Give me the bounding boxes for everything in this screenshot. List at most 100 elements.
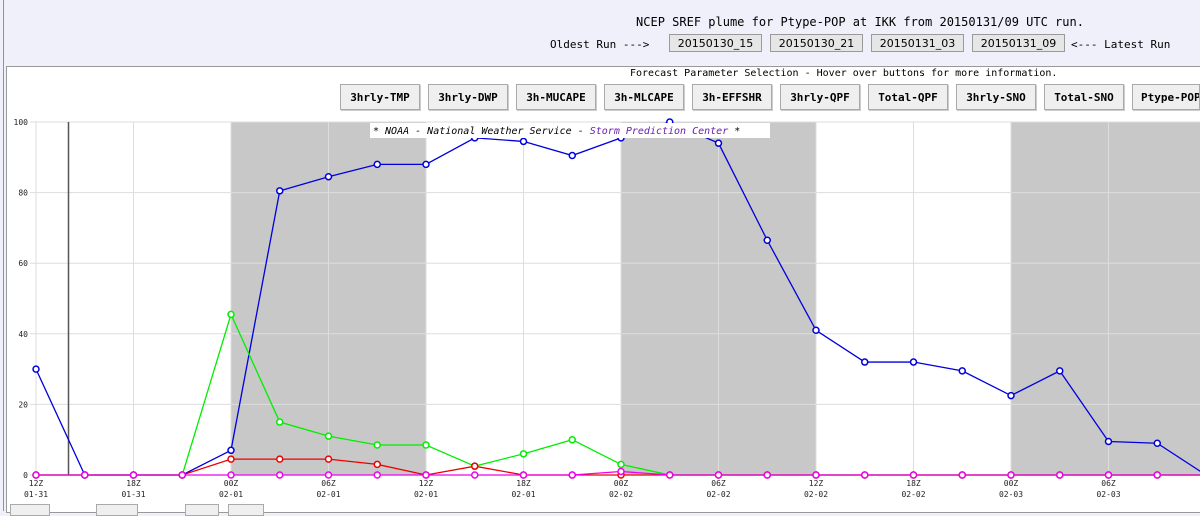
series-0-point-6	[324, 172, 333, 181]
series-2-point-9	[471, 462, 479, 470]
page-title: NCEP SREF plume for Ptype-POP at IKK fro…	[636, 15, 1084, 29]
run-button-3[interactable]: 20150131_03	[871, 34, 964, 52]
x-tick-date-9: 02-02	[901, 490, 925, 499]
series-0-point-23	[1153, 439, 1161, 447]
series-line-0	[35, 121, 1200, 476]
x-tick-time-3: 06Z	[321, 479, 336, 488]
param-button-3hrly-dwp[interactable]: 3hrly-DWP	[428, 84, 508, 110]
series-0-point-7	[373, 160, 381, 169]
credit-noaa: * NOAA - National Weather Service -	[373, 126, 590, 137]
series-3-point-11	[568, 471, 576, 479]
param-button-total-qpf[interactable]: Total-QPF	[868, 84, 948, 110]
plot-panel	[6, 66, 1200, 513]
oldest-run-label: Oldest Run --->	[550, 38, 650, 51]
series-0-point-5	[276, 187, 284, 195]
latest-run-label: <--- Latest Run	[1071, 38, 1171, 51]
x-tick-time-2: 00Z	[224, 479, 239, 488]
bottom-button-3[interactable]	[185, 504, 219, 516]
series-2-point-6	[324, 455, 333, 463]
series-3-point-16	[812, 471, 820, 479]
param-button-3hrly-sno[interactable]: 3hrly-SNO	[956, 84, 1036, 110]
y-tick-label-60: 60	[18, 259, 28, 268]
series-2-point-7	[373, 460, 381, 469]
y-tick-label-100: 100	[14, 118, 29, 127]
series-3-point-6	[324, 471, 333, 479]
series-3-point-18	[909, 471, 918, 479]
x-tick-date-0: 01-31	[24, 490, 48, 499]
series-3-point-22	[1104, 471, 1113, 479]
x-tick-date-6: 02-02	[609, 490, 633, 499]
series-0-point-18	[909, 358, 918, 366]
x-tick-time-4: 12Z	[419, 479, 434, 488]
series-0-point-10	[519, 137, 528, 146]
x-tick-date-10: 02-03	[999, 490, 1023, 499]
param-button-3h-mlcape[interactable]: 3h-MLCAPE	[604, 84, 684, 110]
run-button-2[interactable]: 20150130_21	[770, 34, 863, 52]
series-1-point-7	[373, 441, 381, 449]
series-3-point-9	[471, 471, 479, 479]
series-0-point-15	[763, 236, 771, 245]
param-button-3hrly-qpf[interactable]: 3hrly-QPF	[780, 84, 860, 110]
series-3-point-4	[227, 471, 235, 479]
series-1-point-12	[617, 460, 625, 469]
series-0-point-11	[568, 151, 576, 160]
series-0-point-17	[861, 358, 869, 366]
series-0-point-21	[1056, 367, 1064, 375]
x-tick-date-4: 02-01	[414, 490, 438, 499]
y-tick-label-0: 0	[23, 471, 28, 480]
series-3-point-2	[129, 471, 138, 479]
series-1-point-8	[422, 441, 430, 449]
series-3-point-19	[958, 471, 966, 479]
credit-text: * NOAA - National Weather Service - Stor…	[373, 126, 740, 137]
series-0-point-19	[958, 367, 966, 375]
x-tick-time-9: 18Z	[906, 479, 921, 488]
series-3-point-13	[666, 471, 674, 479]
series-3-point-8	[422, 471, 430, 479]
series-3-point-17	[861, 471, 869, 479]
run-button-1[interactable]: 20150130_15	[669, 34, 762, 52]
param-button-ptype-pop[interactable]: Ptype-POP	[1132, 84, 1200, 110]
series-2-point-5	[276, 455, 284, 463]
series-1-point-10	[519, 450, 528, 458]
credit-spc-link[interactable]: Storm Prediction Center	[590, 126, 728, 137]
x-tick-date-7: 02-02	[706, 490, 730, 499]
series-3-point-1	[81, 471, 89, 479]
series-0-point-20	[1007, 391, 1015, 400]
series-3-point-10	[519, 471, 528, 479]
parameter-caption: Forecast Parameter Selection - Hover ove…	[630, 68, 1058, 79]
x-tick-time-11: 06Z	[1101, 479, 1116, 488]
series-3-point-21	[1056, 471, 1064, 479]
param-button-3h-mucape[interactable]: 3h-MUCAPE	[516, 84, 596, 110]
series-0-point-0	[32, 365, 40, 373]
run-button-4[interactable]: 20150131_09	[972, 34, 1065, 52]
series-3-point-7	[373, 471, 381, 479]
series-0-point-14	[714, 139, 723, 147]
bottom-button-1[interactable]	[10, 504, 50, 516]
series-1-point-11	[568, 435, 576, 444]
series-2-point-4	[227, 455, 235, 463]
x-tick-time-6: 00Z	[614, 479, 629, 488]
series-0-point-4	[227, 446, 235, 455]
x-tick-date-11: 02-03	[1096, 490, 1120, 499]
param-button-total-sno[interactable]: Total-SNO	[1044, 84, 1124, 110]
bottom-button-2[interactable]	[96, 504, 138, 516]
night-band-2	[1011, 122, 1200, 475]
x-tick-time-10: 00Z	[1004, 479, 1019, 488]
series-3-point-3	[178, 471, 186, 479]
param-button-3h-effshr[interactable]: 3h-EFFSHR	[692, 84, 772, 110]
x-tick-date-5: 02-01	[511, 490, 535, 499]
y-tick-label-40: 40	[18, 330, 28, 339]
x-tick-time-0: 12Z	[29, 479, 44, 488]
x-tick-time-7: 06Z	[711, 479, 726, 488]
series-line-3	[36, 470, 1200, 476]
x-tick-date-1: 01-31	[121, 490, 145, 499]
series-1-point-5	[276, 418, 284, 426]
series-3-point-15	[763, 471, 771, 479]
y-tick-label-20: 20	[18, 400, 28, 409]
series-1-point-4	[227, 310, 235, 319]
credit-end: *	[728, 126, 740, 137]
param-button-3hrly-tmp[interactable]: 3hrly-TMP	[340, 84, 420, 110]
bottom-button-4[interactable]	[228, 504, 264, 516]
series-0-point-16	[812, 326, 820, 335]
